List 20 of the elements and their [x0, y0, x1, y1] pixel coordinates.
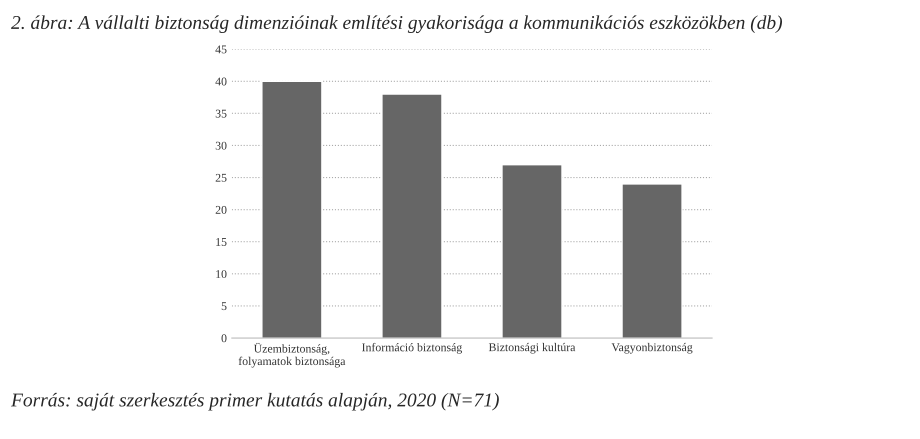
y-tick-label: 25 — [216, 174, 227, 182]
y-tick-label: 5 — [222, 302, 227, 310]
y-tick-label: 45 — [215, 45, 227, 54]
bar — [261, 80, 323, 338]
x-tick-label: Biztonsági kultúra — [488, 342, 576, 354]
x-tick-label: Vagyonbiztonság — [612, 342, 692, 354]
x-tick-label: Információ biztonság — [362, 342, 462, 354]
y-tick-label: 15 — [216, 238, 227, 246]
bar — [381, 93, 443, 338]
y-tick-label: 35 — [216, 110, 227, 118]
text: Forrás: saját szerkesztés primer kutatás alapján, 2020 (N=71) — [10, 392, 499, 411]
y-tick-label: 10 — [216, 270, 227, 278]
y-tick-label: 0 — [222, 334, 227, 342]
y-tick-label: 40 — [215, 78, 227, 86]
y-tick-label: 20 — [216, 206, 227, 214]
y-tick-label: 30 — [216, 142, 227, 150]
bar — [501, 164, 563, 338]
x-tick-label: Üzembiztonság, folyamatok biztonsága — [238, 342, 346, 368]
bar — [621, 183, 683, 338]
chart-title: 2. ábra: A vállalti biztonság dimenzióinak említési gyakorisága a kommunikációs eszközökben (db) — [11, 15, 782, 34]
